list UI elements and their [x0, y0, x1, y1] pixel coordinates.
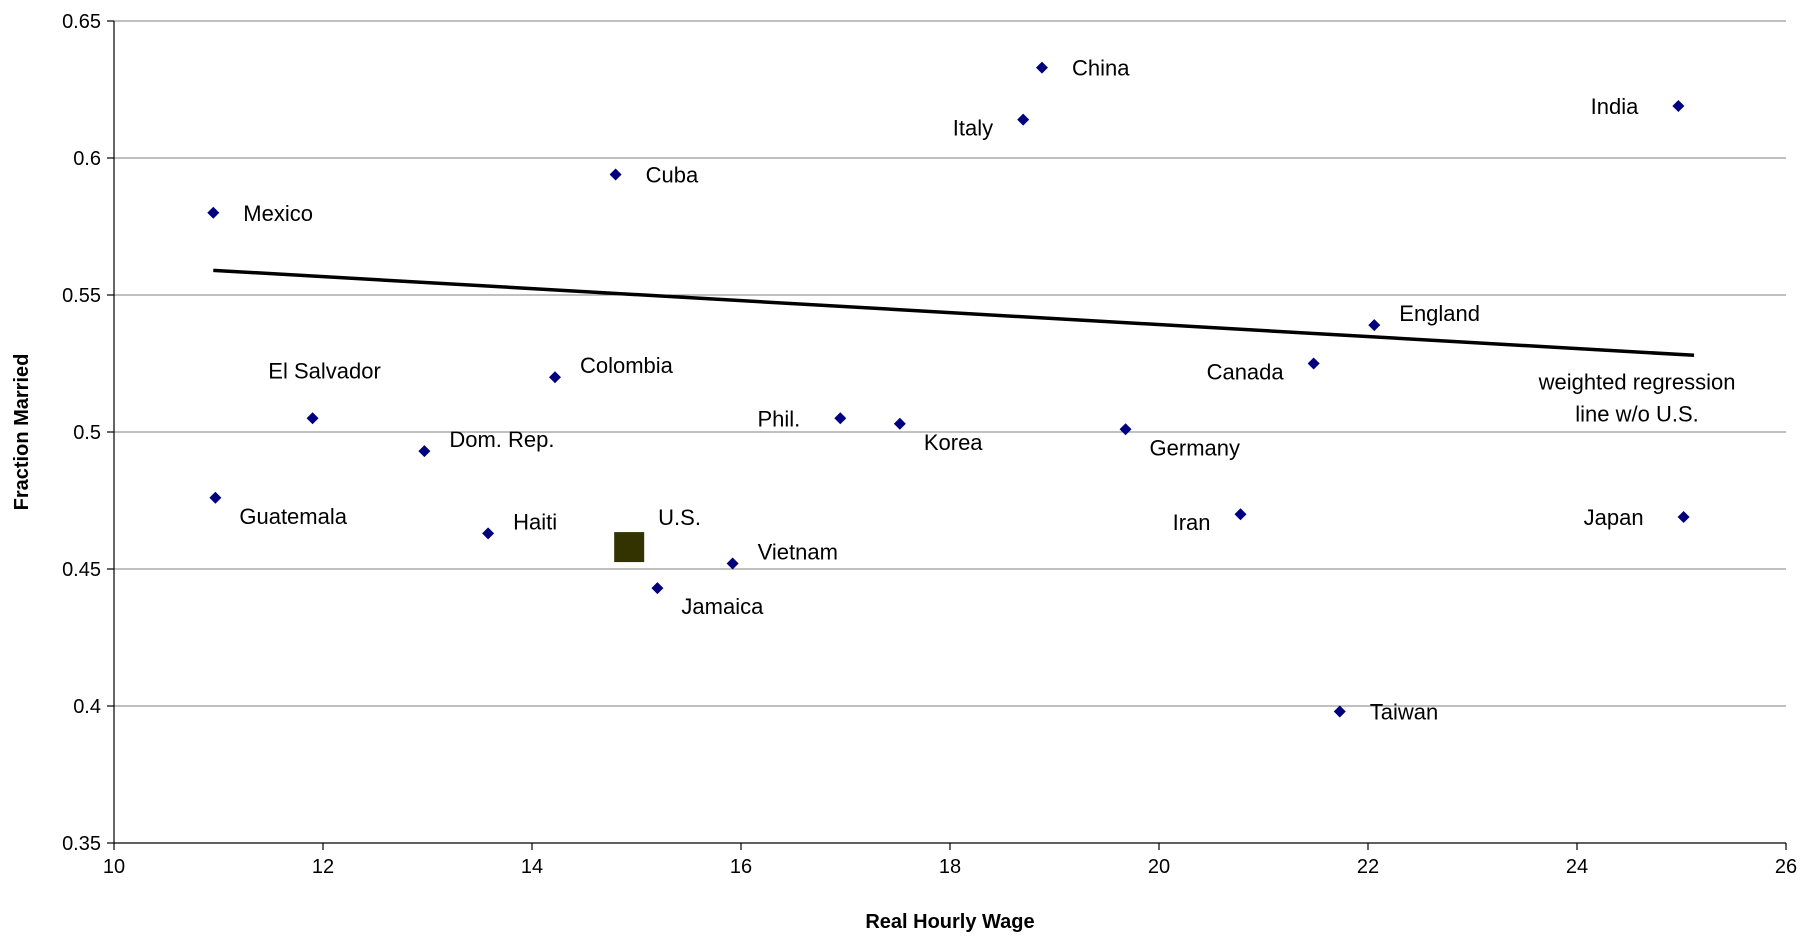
- x-tick-label: 12: [312, 856, 334, 878]
- point-marker: [1119, 423, 1132, 436]
- x-tick-label: 10: [103, 856, 125, 878]
- x-tick-label: 20: [1148, 856, 1170, 878]
- point-marker: [1234, 508, 1247, 521]
- x-tick-label: 16: [730, 856, 752, 878]
- point-marker: [893, 417, 906, 430]
- point-label: El Salvador: [268, 358, 381, 383]
- x-tick-label: 14: [521, 856, 543, 878]
- regression-label-line-2: line w/o U.S.: [1575, 401, 1699, 426]
- point-label: Haiti: [513, 509, 557, 534]
- point-label: Cuba: [646, 162, 699, 187]
- point-marker: [726, 557, 739, 570]
- y-tick-label: 0.4: [73, 696, 101, 718]
- point-label: Vietnam: [758, 540, 838, 565]
- data-points: Mexico Guatemala El Salvador Dom. Rep. Haiti…: [207, 56, 1690, 724]
- point-label: Iran: [1173, 510, 1211, 535]
- us-label: U.S.: [658, 505, 701, 530]
- regression-line: [213, 268, 1695, 358]
- point-marker: [1017, 113, 1030, 126]
- point-marker: [209, 491, 222, 504]
- point-label: Mexico: [243, 201, 313, 226]
- y-tick-label: 0.35: [62, 833, 101, 855]
- point-marker: [609, 168, 622, 181]
- x-tick-label: 22: [1357, 856, 1379, 878]
- point-marker: [306, 412, 319, 425]
- point-label: Germany: [1150, 435, 1240, 460]
- point-label: Dom. Rep.: [449, 427, 554, 452]
- point-marker: [1672, 99, 1685, 112]
- point-label: Jamaica: [681, 594, 764, 619]
- point-label: Japan: [1584, 505, 1644, 530]
- point-label: Taiwan: [1370, 699, 1438, 724]
- point-marker: [207, 206, 220, 219]
- point-marker: [1677, 510, 1690, 523]
- y-tick-label: 0.55: [62, 285, 101, 307]
- regression-label-line-1: weighted regression: [1538, 369, 1736, 394]
- point-label: India: [1591, 94, 1639, 119]
- y-tick-label: 0.6: [73, 148, 101, 170]
- point-marker: [1333, 705, 1346, 718]
- point-label: Phil.: [757, 406, 800, 431]
- point-marker: [548, 371, 561, 384]
- point-label: Guatemala: [239, 504, 347, 529]
- x-tick-label: 26: [1775, 856, 1797, 878]
- y-tick-label: 0.5: [73, 422, 101, 444]
- point-label: Italy: [953, 116, 993, 141]
- point-label: China: [1072, 56, 1130, 81]
- us-marker: [614, 532, 645, 563]
- point-marker: [1368, 319, 1381, 332]
- point-marker: [482, 527, 495, 540]
- x-tick-label: 24: [1566, 856, 1588, 878]
- point-label: Korea: [924, 430, 983, 455]
- point-marker: [651, 582, 664, 595]
- x-axis-title: Real Hourly Wage: [865, 911, 1034, 933]
- y-axis-title: Fraction Married: [11, 354, 33, 511]
- point-label: England: [1399, 301, 1480, 326]
- gridlines: [114, 20, 1786, 707]
- point-marker: [418, 445, 431, 458]
- point-label: Colombia: [580, 353, 674, 378]
- point-marker: [1035, 61, 1048, 74]
- point-label: Canada: [1207, 360, 1285, 385]
- point-marker: [1307, 357, 1320, 370]
- y-tick-label: 0.65: [62, 11, 101, 33]
- y-tick-label: 0.45: [62, 559, 101, 581]
- point-marker: [834, 412, 847, 425]
- tick-labels: 0.35 0.4 0.45 0.5 0.55 0.6 0.65 10 12 14 16 18 20 22 2…: [62, 11, 1797, 878]
- x-tick-label: 18: [939, 856, 961, 878]
